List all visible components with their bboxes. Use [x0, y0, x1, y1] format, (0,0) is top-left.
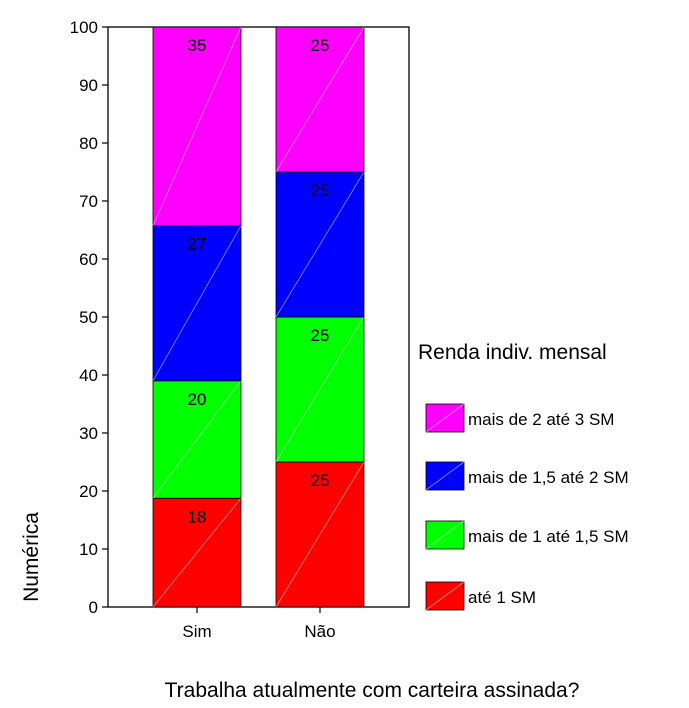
legend-label: mais de 2 até 3 SM	[468, 410, 614, 429]
bar-diagonal	[275, 171, 365, 318]
x-axis-title: Trabalha atualmente com carteira assinad…	[165, 679, 580, 702]
y-tick-label: 0	[89, 598, 98, 617]
legend-label: mais de 1,5 até 2 SM	[468, 468, 629, 487]
bar-diagonal	[152, 26, 242, 226]
y-tick-label: 10	[79, 540, 98, 559]
y-tick-label: 100	[70, 18, 98, 37]
y-tick-label: 30	[79, 424, 98, 443]
data-label: 27	[188, 235, 207, 254]
bar-diagonal	[152, 497, 242, 608]
bar-diagonal	[275, 26, 365, 173]
y-tick-label: 60	[79, 250, 98, 269]
y-tick-label: 40	[79, 366, 98, 385]
bar-diagonal	[275, 316, 365, 463]
bars-group: 18 20 27 35 25 25 25 25	[152, 26, 365, 608]
x-tick-label: Não	[304, 622, 335, 641]
y-tick-label: 80	[79, 134, 98, 153]
data-label: 25	[311, 36, 330, 55]
legend-swatch-diagonal	[425, 461, 465, 491]
y-tick-label: 20	[79, 482, 98, 501]
data-label: 35	[188, 36, 207, 55]
legend-title: Renda indiv. mensal	[418, 341, 607, 364]
legend-swatch-diagonal	[425, 520, 465, 550]
legend-swatch-diagonal	[425, 581, 465, 611]
bar-diagonal	[152, 380, 242, 499]
legend-label: até 1 SM	[468, 588, 536, 607]
data-label: 25	[311, 181, 330, 200]
y-axis: 0 10 20 30 40 50 60 70 80 90 100	[70, 18, 108, 617]
y-tick-label: 90	[79, 76, 98, 95]
data-label: 25	[311, 471, 330, 490]
x-tick-label: Sim	[182, 622, 211, 641]
data-label: 25	[311, 326, 330, 345]
y-axis-title: Numérica	[20, 512, 43, 602]
data-label: 20	[188, 390, 207, 409]
data-label: 18	[188, 507, 207, 526]
y-tick-label: 70	[79, 192, 98, 211]
bar-diagonal	[152, 225, 242, 381]
y-tick-label: 50	[79, 308, 98, 327]
legend: mais de 2 até 3 SM mais de 1,5 até 2 SM ma…	[425, 403, 629, 611]
x-axis: Sim Não	[182, 607, 336, 641]
legend-label: mais de 1 até 1,5 SM	[468, 527, 629, 546]
legend-swatch-diagonal	[425, 403, 465, 433]
bar-diagonal	[275, 461, 365, 608]
